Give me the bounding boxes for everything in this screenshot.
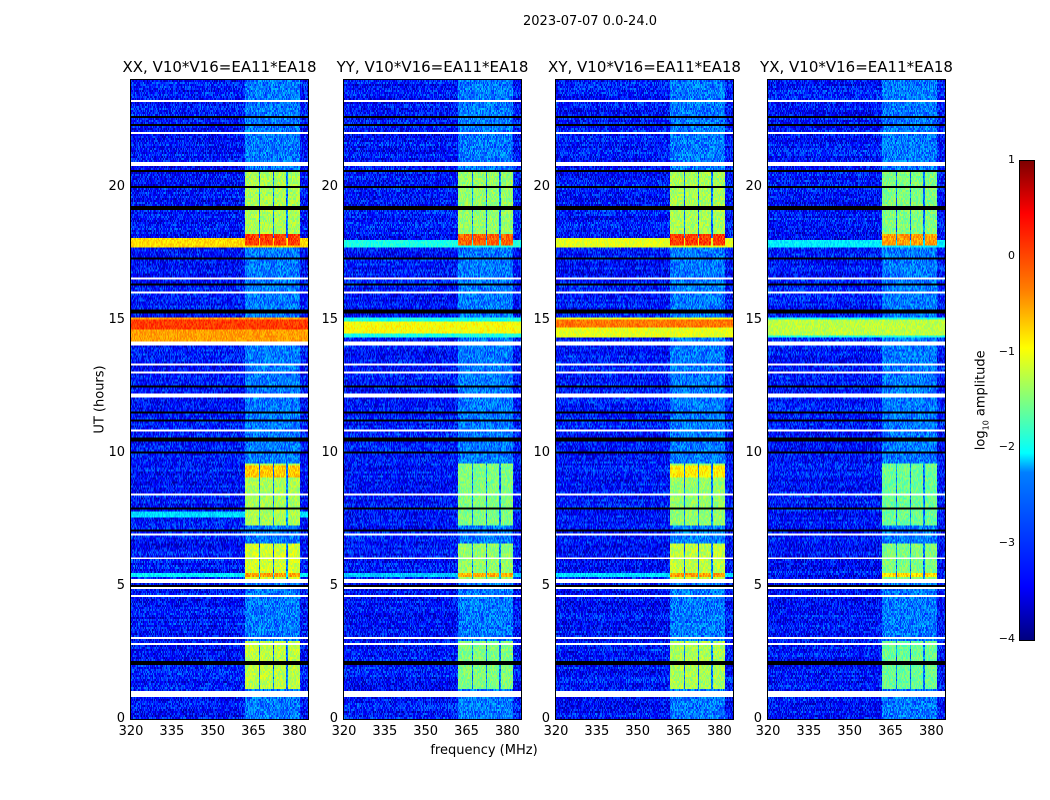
panel-title: XY, V10*V16=EA11*EA18 (548, 58, 741, 76)
y-tick-label: 15 (108, 311, 125, 327)
x-tick-label: 350 (200, 724, 226, 739)
x-tick-label: 365 (241, 724, 266, 739)
spectrogram-heatmap (344, 80, 521, 719)
y-tick-label: 0 (753, 711, 762, 726)
colorbar-tick-label: 0 (1008, 248, 1015, 262)
panel-0: XX, V10*V16=EA11*EA18 320 335 350 365 380 0 5 1… (108, 58, 316, 739)
colorbar-tick-label: −4 (998, 632, 1015, 645)
y-tick-label: 20 (321, 178, 338, 194)
y-tick-label: 5 (753, 577, 762, 593)
panel-title: YY, V10*V16=EA11*EA18 (336, 58, 529, 76)
axes-frame (130, 79, 309, 720)
panel-title: YX, V10*V16=EA11*EA18 (760, 58, 953, 76)
x-tick-label: 350 (625, 724, 651, 739)
y-tick-label: 15 (321, 311, 338, 327)
colorbar-label: log10 amplitude (973, 350, 991, 451)
x-tick-label: 380 (494, 724, 520, 739)
y-tick-label: 20 (533, 178, 550, 194)
y-tick-label: 5 (329, 577, 338, 593)
x-tick-label: 320 (755, 724, 781, 739)
spectrogram-heatmap (768, 80, 945, 719)
y-axis-label: UT (hours) (92, 365, 108, 434)
y-tick-label: 0 (329, 711, 338, 726)
x-tick-label: 335 (796, 724, 822, 739)
panel-3: YX, V10*V16=EA11*EA18 320 335 350 365 380 0 5 1… (745, 58, 952, 739)
colorbar-tick-label: −2 (998, 440, 1015, 454)
x-axis-label: frequency (MHz) (430, 743, 538, 758)
x-tick-label: 380 (706, 724, 732, 739)
x-tick-label: 365 (666, 724, 691, 739)
x-tick-label: 365 (878, 724, 903, 739)
x-tick-label: 380 (918, 724, 944, 739)
x-tick-label: 350 (837, 724, 863, 739)
x-tick-label: 350 (413, 724, 439, 739)
spectrogram-heatmap (556, 80, 733, 719)
y-tick-label: 20 (108, 178, 125, 194)
colorbar-tick-label: −3 (998, 536, 1015, 550)
x-tick-label: 335 (584, 724, 610, 739)
panel-1: YY, V10*V16=EA11*EA18 320 335 350 365 380 0 5 1… (321, 58, 528, 739)
x-tick-label: 320 (331, 724, 357, 739)
panel-2: XY, V10*V16=EA11*EA18 320 335 350 365 380 0 5 1… (533, 58, 740, 739)
colorbar (1019, 160, 1035, 641)
panel-title: XX, V10*V16=EA11*EA18 (122, 58, 317, 76)
x-tick-label: 320 (543, 724, 569, 739)
y-tick-label: 10 (108, 444, 125, 460)
figure-title: 2023-07-07 0.0-24.0 (523, 14, 657, 29)
y-tick-label: 10 (745, 444, 762, 460)
y-tick-label: 5 (116, 577, 125, 593)
x-tick-label: 335 (372, 724, 398, 739)
y-tick-label: 5 (541, 577, 550, 593)
y-tick-label: 10 (321, 444, 338, 460)
y-tick-label: 20 (745, 178, 762, 194)
x-tick-label: 320 (118, 724, 144, 739)
colorbar-tick-label: −1 (998, 344, 1015, 358)
y-tick-label: 0 (541, 711, 550, 726)
axes-frame (767, 79, 946, 720)
axes-frame (343, 79, 522, 720)
y-tick-label: 10 (533, 444, 550, 460)
x-tick-label: 380 (281, 724, 307, 739)
spectrogram-heatmap (131, 80, 308, 719)
x-tick-label: 335 (159, 724, 185, 739)
x-tick-label: 365 (454, 724, 479, 739)
y-tick-label: 15 (533, 311, 550, 327)
y-tick-label: 0 (116, 711, 125, 726)
colorbar-tick-label: 1 (1008, 153, 1015, 166)
axes-frame (555, 79, 734, 720)
y-tick-label: 15 (745, 311, 762, 327)
